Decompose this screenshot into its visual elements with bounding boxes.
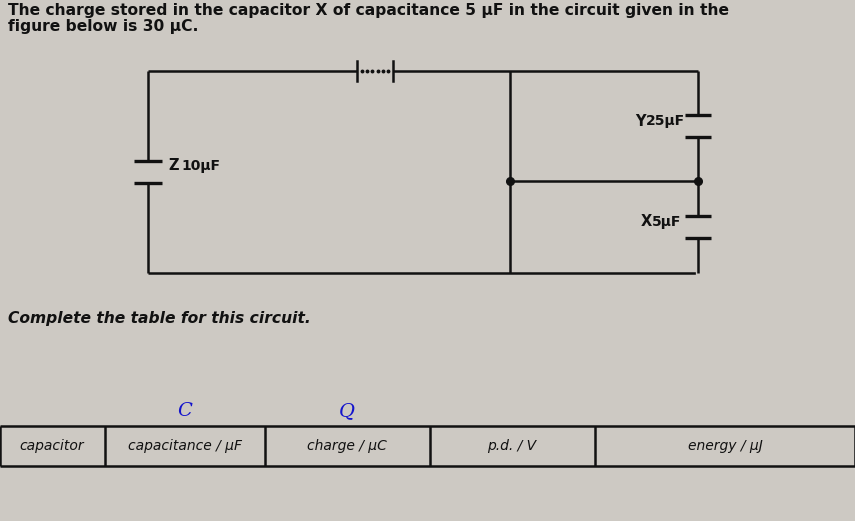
Text: Z: Z [168, 158, 179, 173]
Text: p.d. / V: p.d. / V [487, 439, 537, 453]
Text: charge / μC: charge / μC [307, 439, 387, 453]
Text: Q: Q [339, 402, 355, 420]
Text: 10μF: 10μF [181, 159, 220, 173]
Text: figure below is 30 μC.: figure below is 30 μC. [8, 19, 198, 34]
Text: capacitance / μF: capacitance / μF [128, 439, 242, 453]
Text: Complete the table for this circuit.: Complete the table for this circuit. [8, 311, 310, 326]
Text: C: C [178, 402, 192, 420]
Text: Y: Y [635, 114, 646, 129]
Text: The charge stored in the capacitor X of capacitance 5 μF in the circuit given in: The charge stored in the capacitor X of … [8, 3, 729, 18]
Text: 25μF: 25μF [646, 114, 685, 128]
Text: X: X [641, 215, 652, 229]
Text: capacitor: capacitor [20, 439, 85, 453]
Text: 5μF: 5μF [652, 215, 681, 229]
Text: energy / μJ: energy / μJ [687, 439, 763, 453]
